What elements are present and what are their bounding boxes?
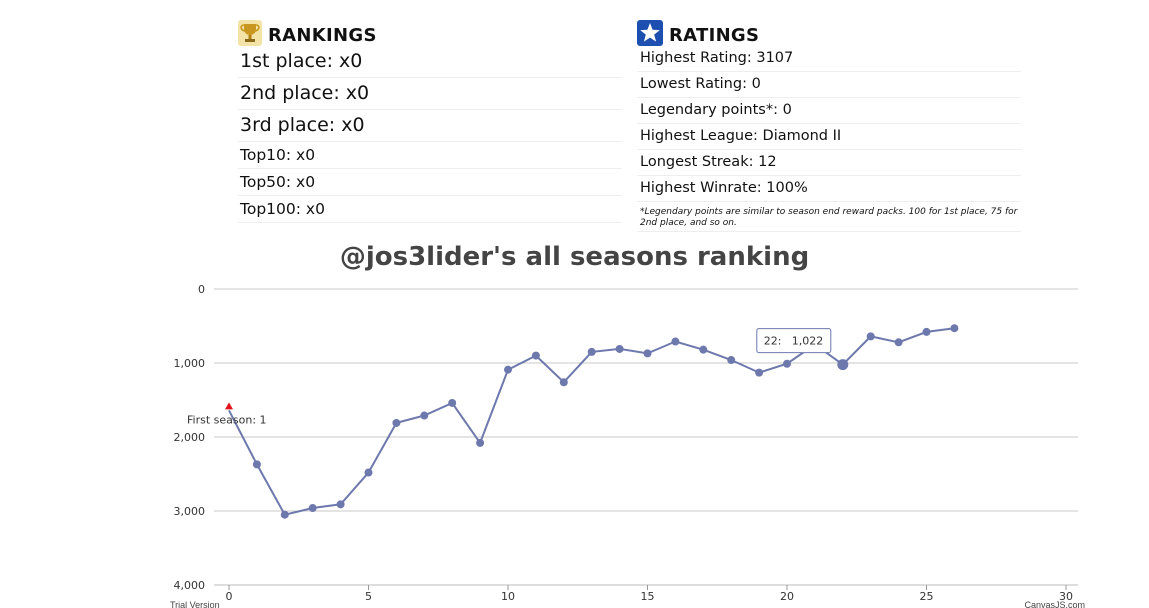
chart-gridlines — [214, 288, 1078, 586]
tooltip-x-label: 22: — [764, 335, 782, 348]
ratings-row-lowest-rating: Lowest Rating: 0 — [637, 72, 1021, 98]
trophy-icon — [238, 20, 262, 46]
data-point[interactable] — [392, 418, 401, 427]
tooltip-box — [756, 328, 832, 354]
chart-series[interactable] — [228, 324, 959, 519]
y-tick-label: 4,000 — [174, 579, 206, 592]
ratings-row-legendary-points: Legendary points*: 0 — [637, 98, 1021, 124]
x-tick-label: 15 — [641, 590, 655, 603]
data-point[interactable] — [420, 411, 429, 420]
data-point[interactable] — [615, 344, 624, 353]
data-point[interactable] — [866, 332, 875, 341]
data-point[interactable] — [950, 324, 959, 333]
rankings-row-3rd: 3rd place: x0 — [238, 110, 622, 142]
canvasjs-credit[interactable]: CanvasJS.com — [1024, 600, 1085, 608]
trial-version-credit: Trial Version — [170, 600, 220, 608]
rankings-row-top10: Top10: x0 — [238, 142, 622, 169]
x-tick-label: 0 — [226, 590, 233, 603]
data-point[interactable] — [837, 359, 849, 371]
x-tick-label: 25 — [920, 590, 934, 603]
data-point[interactable] — [336, 500, 345, 509]
first-season-marker — [225, 402, 233, 410]
first-season-label: First season: 1 — [187, 413, 267, 426]
data-point[interactable] — [922, 327, 931, 336]
rankings-title: RANKINGS — [268, 25, 377, 46]
data-point[interactable] — [364, 468, 373, 477]
data-point[interactable] — [587, 347, 596, 356]
ratings-row-longest-streak: Longest Streak: 12 — [637, 150, 1021, 176]
data-point[interactable] — [727, 356, 736, 365]
star-icon — [637, 20, 663, 46]
ratings-panel: RATINGS Highest Rating: 3107 Lowest Rati… — [637, 14, 1021, 232]
data-point[interactable] — [894, 338, 903, 347]
x-tick-label: 30 — [1059, 590, 1073, 603]
data-point[interactable] — [476, 438, 485, 447]
chart-title: @jos3lider's all seasons ranking — [339, 242, 810, 272]
series-line — [228, 327, 955, 516]
chart-annotation: First season: 1 — [187, 402, 267, 426]
rankings-row-2nd: 2nd place: x0 — [238, 78, 622, 110]
y-tick-label: 3,000 — [174, 505, 206, 518]
ratings-row-highest-rating: Highest Rating: 3107 — [637, 46, 1021, 72]
y-tick-label: 2,000 — [174, 431, 206, 444]
chart-tooltip: 22: 1,022 — [756, 328, 832, 354]
ratings-row-highest-winrate: Highest Winrate: 100% — [637, 176, 1021, 202]
rankings-row-top100: Top100: x0 — [238, 196, 622, 223]
x-tick-label: 20 — [780, 590, 794, 603]
rankings-row-top50: Top50: x0 — [238, 169, 622, 196]
rankings-panel: RANKINGS 1st place: x0 2nd place: x0 3rd… — [238, 14, 622, 223]
tooltip-value: 1,022 — [792, 335, 824, 348]
data-point[interactable] — [280, 510, 289, 519]
rankings-row-1st: 1st place: x0 — [238, 46, 622, 78]
data-point[interactable] — [448, 398, 457, 407]
data-point[interactable] — [783, 359, 791, 368]
x-tick-label: 10 — [501, 590, 515, 603]
ratings-footnote: *Legendary points are similar to season … — [637, 202, 1021, 232]
data-point[interactable] — [531, 351, 540, 360]
data-point[interactable] — [252, 460, 261, 469]
chart-axes: 0 1,000 2,000 3,000 4,000 0 5 10 15 20 25 30 — [174, 283, 1074, 603]
rankings-header: RANKINGS — [238, 14, 622, 46]
data-point[interactable] — [504, 365, 512, 374]
data-point[interactable] — [643, 349, 652, 358]
ratings-header: RATINGS — [637, 14, 1021, 46]
data-point[interactable] — [559, 378, 568, 387]
ratings-row-highest-league: Highest League: Diamond II — [637, 124, 1021, 150]
data-point[interactable] — [308, 504, 317, 513]
data-point[interactable] — [699, 345, 708, 354]
data-point[interactable] — [671, 337, 680, 346]
y-tick-label: 0 — [198, 283, 205, 296]
x-tick-label: 5 — [365, 590, 372, 603]
y-tick-label: 1,000 — [174, 357, 206, 370]
ratings-title: RATINGS — [669, 25, 760, 46]
data-point[interactable] — [755, 368, 764, 377]
